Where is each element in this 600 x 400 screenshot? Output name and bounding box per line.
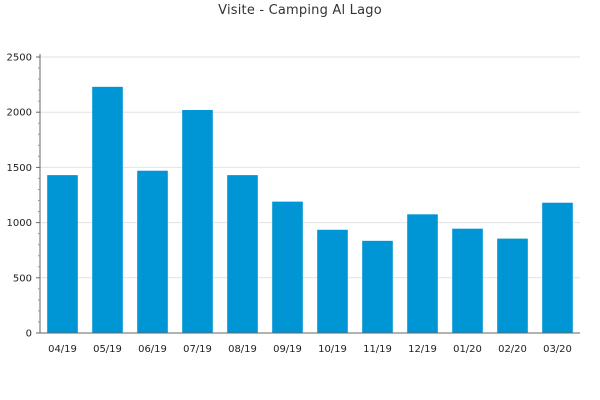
y-tick-label: 2000 (7, 108, 32, 119)
bar-12-19[interactable] (407, 214, 438, 333)
bar-03-20[interactable] (542, 202, 573, 333)
y-tick-label: 0 (26, 329, 32, 340)
bars (47, 86, 573, 333)
bar-10-19[interactable] (317, 229, 348, 333)
x-tick-label: 11/19 (363, 344, 392, 355)
bar-06-19[interactable] (137, 170, 168, 333)
x-tick-label: 10/19 (318, 344, 347, 355)
axes (39, 54, 580, 334)
x-tick-label: 02/20 (498, 344, 527, 355)
x-tick-label: 01/20 (453, 344, 482, 355)
bar-07-19[interactable] (182, 109, 213, 333)
gridlines (40, 56, 580, 279)
x-tick-label: 06/19 (138, 344, 167, 355)
bar-05-19[interactable] (92, 86, 123, 333)
x-tick-label: 05/19 (93, 344, 122, 355)
x-tick-label: 08/19 (228, 344, 257, 355)
x-tick-label: 12/19 (408, 344, 437, 355)
x-tick-label: 07/19 (183, 344, 212, 355)
bar-08-19[interactable] (227, 175, 258, 333)
y-tick-label: 500 (13, 273, 32, 284)
y-axis-ticks: 0 500 1000 1500 2000 2500 (7, 53, 40, 340)
bar-04-19[interactable] (47, 175, 78, 333)
chart-title: Visite - Camping Al Lago (218, 3, 382, 18)
x-tick-label: 03/20 (543, 344, 572, 355)
y-tick-label: 1500 (7, 163, 32, 174)
x-tick-label: 09/19 (273, 344, 302, 355)
x-tick-label: 04/19 (48, 344, 77, 355)
y-tick-label: 1000 (7, 218, 32, 229)
bar-09-19[interactable] (272, 201, 303, 333)
bar-02-20[interactable] (497, 238, 528, 333)
bar-01-20[interactable] (452, 228, 483, 333)
y-tick-label: 2500 (7, 53, 32, 64)
x-axis-ticks: 04/19 05/19 06/19 07/19 08/19 09/19 10/19 11/19… (48, 344, 572, 355)
bar-11-19[interactable] (362, 240, 393, 333)
